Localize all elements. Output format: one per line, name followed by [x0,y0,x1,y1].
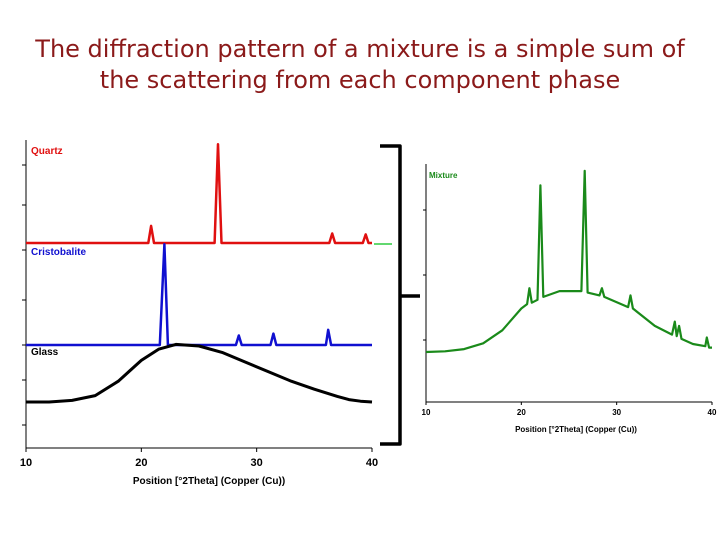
mixture-x-tick-label-1: 20 [517,408,526,417]
mixture-series: Mixture [425,169,712,354]
mixture-x-tick-label-0: 10 [422,408,431,417]
components-series: Quartz Cristobalite Glass [26,142,373,404]
components-x-tick-label-1: 20 [135,457,147,469]
series-cristobalite-label: Cristobalite [31,247,86,258]
series-quartz-line [26,142,372,245]
sum-bracket [380,144,420,446]
components-chart: 10 20 30 40 Quartz Cristobalite Glass Positio… [20,140,392,487]
slide-title-line-2: the scattering from each component phase [99,66,621,94]
slide-title-line-1: The diffraction pattern of a mixture is … [35,35,685,63]
series-mixture-line [425,169,712,354]
mixture-x-tick-label-2: 30 [612,408,621,417]
components-x-tick-label-0: 10 [20,457,32,469]
mixture-x-tick-label-3: 40 [708,408,717,417]
components-x-axis-label: Position [°2Theta] (Copper (Cu)) [133,476,285,487]
series-quartz-label: Quartz [31,146,63,157]
mixture-x-ticks: 10 20 30 40 [422,402,717,417]
components-x-tick-label-2: 30 [251,457,263,469]
series-cristobalite-line [26,243,372,347]
mixture-chart: 10 20 30 40 Mixture Position [°2Theta] (Cop… [422,164,717,434]
components-y-ticks [22,164,26,426]
series-mixture-label: Mixture [429,171,458,180]
mixture-y-ticks [423,209,426,341]
components-x-ticks: 10 20 30 40 [20,448,378,469]
components-x-tick-label-3: 40 [366,457,378,469]
slide-title: The diffraction pattern of a mixture is … [30,34,690,96]
series-glass-line [26,342,373,404]
series-glass-label: Glass [31,347,59,358]
mixture-x-axis-label: Position [°2Theta] (Copper (Cu)) [515,425,637,434]
